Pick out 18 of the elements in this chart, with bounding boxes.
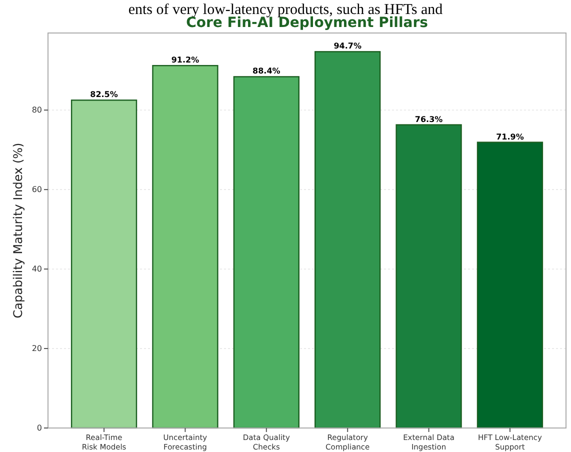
bar: [476, 142, 544, 429]
data-label: 94.7%: [334, 42, 362, 51]
data-label: 91.2%: [171, 56, 200, 65]
data-label: 76.3%: [414, 114, 443, 124]
data-label: 82.5%: [90, 90, 118, 100]
y-tick-label: 80: [32, 106, 42, 115]
y-tick-label: 0: [36, 424, 42, 433]
y-tick-label: 40: [32, 264, 42, 274]
bar: [70, 100, 138, 429]
bar: [152, 64, 218, 429]
bar: [314, 51, 381, 429]
data-label: 88.4%: [252, 66, 280, 76]
bar: [396, 124, 462, 429]
y-tick-label: 60: [32, 185, 42, 194]
bar: [233, 76, 300, 429]
y-tick-label: 20: [32, 344, 42, 354]
y-axis-title: Capability Maturity Index (%): [11, 142, 25, 318]
data-label: 71.9%: [496, 132, 524, 142]
